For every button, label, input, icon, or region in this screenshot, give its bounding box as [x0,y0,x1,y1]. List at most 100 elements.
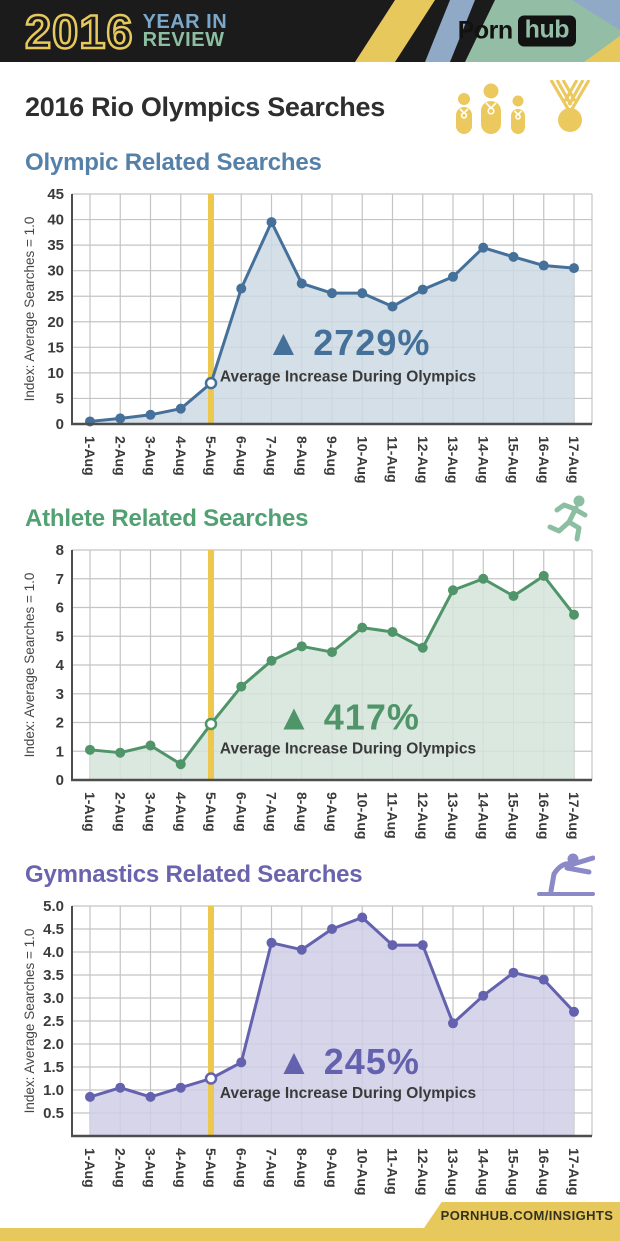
svg-text:12-Aug: 12-Aug [415,1148,431,1195]
tagline: YEAR IN REVIEW [142,10,228,51]
svg-text:2.0: 2.0 [43,1036,64,1053]
svg-text:9-Aug: 9-Aug [324,792,340,832]
svg-text:2-Aug: 2-Aug [112,1148,128,1188]
insights-url-tab: PORNHUB.COM/INSIGHTS [424,1202,620,1228]
page-title-row: 2016 Rio Olympics Searches [0,62,620,134]
svg-text:16-Aug: 16-Aug [536,792,552,839]
section-title-athlete: Athlete Related Searches [25,505,309,532]
svg-text:6: 6 [56,600,64,617]
svg-text:7: 7 [56,571,64,588]
section-head-athlete: Athlete Related Searches [0,488,620,542]
year-text: 2016 [24,4,134,58]
svg-text:5: 5 [56,390,64,407]
svg-text:9-Aug: 9-Aug [324,436,340,476]
runner-icon [547,495,588,542]
svg-text:14-Aug: 14-Aug [475,792,491,839]
svg-text:Average Increase During Olympi: Average Increase During Olympics [220,1085,476,1102]
svg-text:15-Aug: 15-Aug [506,1148,522,1195]
svg-text:▲ 245%: ▲ 245% [276,1041,420,1082]
svg-text:7-Aug: 7-Aug [264,792,280,832]
insights-url-label: PORNHUB.COM/INSIGHTS [440,1207,614,1223]
section-head-olympic: Olympic Related Searches [0,132,620,182]
svg-text:20: 20 [47,314,64,331]
svg-text:7-Aug: 7-Aug [264,436,280,476]
chart-athlete: 0 1 2 3 4 5 6 7 8 1-Aug 2-Aug 3-Aug 4-Aug 5-Aug 6-Aug 7… [0,538,620,844]
svg-text:13-Aug: 13-Aug [445,1148,461,1195]
svg-text:15-Aug: 15-Aug [506,436,522,483]
svg-text:10-Aug: 10-Aug [354,436,370,483]
tagline-line1: YEAR IN [142,10,228,33]
medal-icon [549,80,591,132]
svg-text:3: 3 [56,686,64,703]
svg-text:8: 8 [56,542,64,559]
chart-plot-svg: 0 5 10 15 20 25 30 35 40 45 1-Aug 2-Aug 3-Aug 4-Aug 5-… [22,186,593,483]
footer-strip [0,1228,620,1241]
svg-text:6-Aug: 6-Aug [233,436,249,476]
svg-text:13-Aug: 13-Aug [445,792,461,839]
chart-plot-svg: 0 1 2 3 4 5 6 7 8 1-Aug 2-Aug 3-Aug 4-Aug 5-Aug 6-Aug 7… [22,542,593,839]
svg-text:17-Aug: 17-Aug [566,436,582,483]
svg-text:Average Increase During Olympi: Average Increase During Olympics [220,741,476,758]
svg-text:13-Aug: 13-Aug [445,436,461,483]
svg-text:4-Aug: 4-Aug [173,436,189,476]
svg-text:4.0: 4.0 [43,944,64,961]
svg-text:2-Aug: 2-Aug [112,792,128,832]
svg-text:8-Aug: 8-Aug [294,792,310,832]
svg-text:1: 1 [56,743,64,760]
svg-text:4: 4 [56,657,65,674]
chart-olympic: 0 5 10 15 20 25 30 35 40 45 1-Aug 2-Aug 3-Aug 4-Aug 5-… [0,182,620,488]
svg-text:30: 30 [47,263,64,280]
svg-text:▲ 2729%: ▲ 2729% [266,322,431,363]
svg-text:3-Aug: 3-Aug [143,792,159,832]
gymnast-icon [537,853,595,896]
svg-text:0.5: 0.5 [43,1105,64,1122]
svg-text:8-Aug: 8-Aug [294,1148,310,1188]
svg-text:0: 0 [56,772,64,789]
logo-part2: hub [517,15,576,47]
section-head-gymnastics: Gymnastics Related Searches [0,844,620,896]
svg-text:16-Aug: 16-Aug [536,1148,552,1195]
svg-text:10-Aug: 10-Aug [354,792,370,839]
svg-text:▲ 417%: ▲ 417% [276,696,420,737]
title-icons [449,80,595,134]
svg-text:11-Aug: 11-Aug [385,792,401,839]
chart-plot-svg: 0.5 1.0 1.5 2.0 2.5 3.0 3.5 4.0 4.5 5.0 1-Aug 2-Aug… [22,898,593,1195]
svg-text:10-Aug: 10-Aug [354,1148,370,1195]
pornhub-logo: Porn hub [458,15,576,47]
svg-text:17-Aug: 17-Aug [566,1148,582,1195]
svg-text:Index: Average Searches = 1.0: Index: Average Searches = 1.0 [22,929,37,1114]
chart-gymnastics: 0.5 1.0 1.5 2.0 2.5 3.0 3.5 4.0 4.5 5.0 1-Aug 2-Aug… [0,894,620,1200]
svg-text:10: 10 [47,365,64,382]
svg-text:1.0: 1.0 [43,1082,64,1099]
svg-text:45: 45 [47,186,64,203]
svg-text:1-Aug: 1-Aug [82,436,98,476]
tagline-line2: REVIEW [142,29,225,51]
svg-text:0: 0 [56,416,64,433]
podium-people-icon [456,83,525,134]
svg-text:8-Aug: 8-Aug [294,436,310,476]
svg-text:16-Aug: 16-Aug [536,436,552,483]
svg-text:25: 25 [47,288,64,305]
year-in-review-brand: 2016 YEAR IN REVIEW [24,0,228,62]
svg-text:12-Aug: 12-Aug [415,792,431,839]
svg-text:3.0: 3.0 [43,990,64,1007]
svg-text:2.5: 2.5 [43,1013,64,1030]
svg-text:3-Aug: 3-Aug [143,436,159,476]
svg-text:40: 40 [47,212,64,229]
svg-text:14-Aug: 14-Aug [475,436,491,483]
svg-text:12-Aug: 12-Aug [415,436,431,483]
svg-text:4.5: 4.5 [43,921,64,938]
svg-text:15-Aug: 15-Aug [506,792,522,839]
svg-text:1-Aug: 1-Aug [82,792,98,832]
svg-text:Index: Average Searches = 1.0: Index: Average Searches = 1.0 [22,217,37,402]
svg-text:14-Aug: 14-Aug [475,1148,491,1195]
svg-text:1-Aug: 1-Aug [82,1148,98,1188]
header-banner: 2016 YEAR IN REVIEW Porn hub [0,0,620,62]
section-title-olympic: Olympic Related Searches [25,149,322,176]
svg-text:Average Increase During Olympi: Average Increase During Olympics [220,368,476,385]
svg-text:15: 15 [47,339,64,356]
svg-text:5-Aug: 5-Aug [203,792,219,832]
svg-text:2: 2 [56,715,64,732]
svg-text:5-Aug: 5-Aug [203,436,219,476]
svg-text:5: 5 [56,628,64,645]
